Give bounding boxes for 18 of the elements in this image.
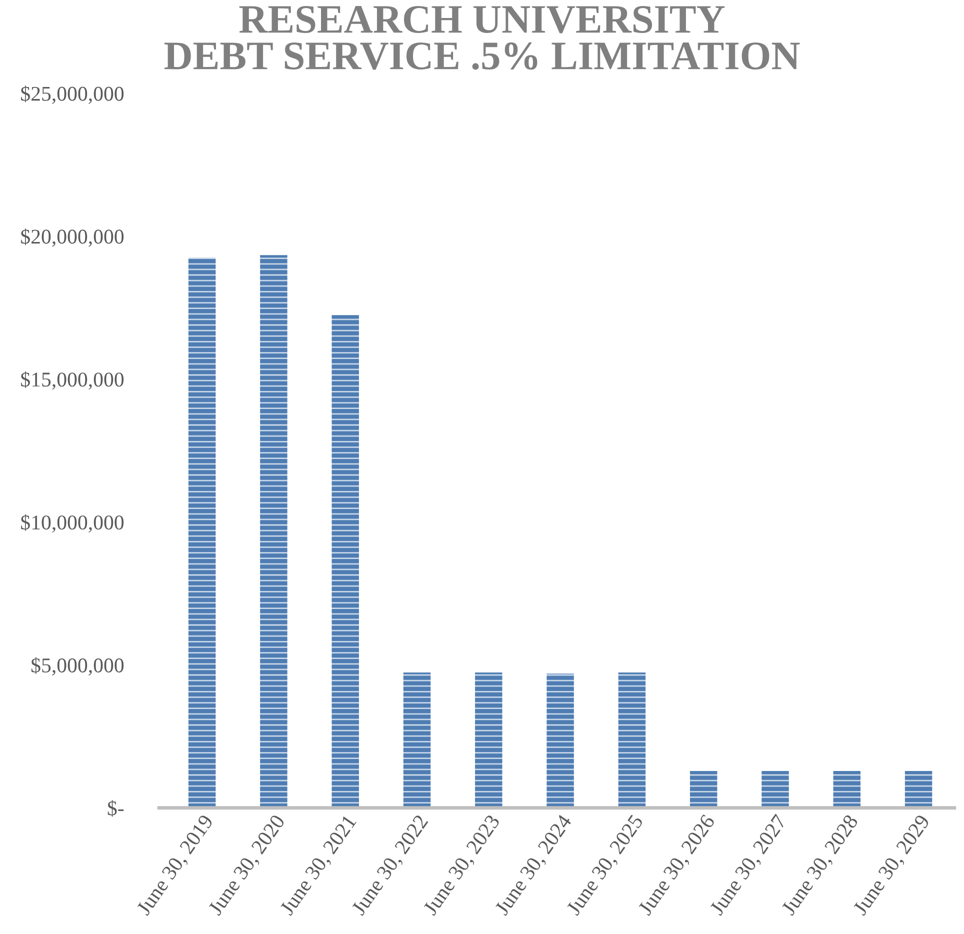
bar — [833, 771, 860, 808]
bar — [475, 672, 502, 808]
bar — [690, 771, 718, 808]
y-tick-label: $25,000,000 — [21, 86, 124, 104]
chart-title: RESEARCH UNIVERSITY DEBT SERVICE .5% LIMITATION — [164, 6, 800, 70]
y-tick-label: $5,000,000 — [31, 657, 124, 676]
y-tick-label: $- — [108, 800, 124, 817]
bar — [403, 672, 431, 808]
y-tick-label: $15,000,000 — [21, 371, 124, 390]
y-tick-label: $10,000,000 — [21, 514, 124, 533]
bar — [260, 255, 288, 808]
bar — [762, 771, 789, 808]
bar — [618, 672, 646, 808]
bar — [904, 771, 932, 808]
y-tick-label: $20,000,000 — [21, 228, 124, 247]
bar — [546, 674, 574, 808]
bar — [188, 258, 216, 808]
bar — [332, 315, 359, 808]
